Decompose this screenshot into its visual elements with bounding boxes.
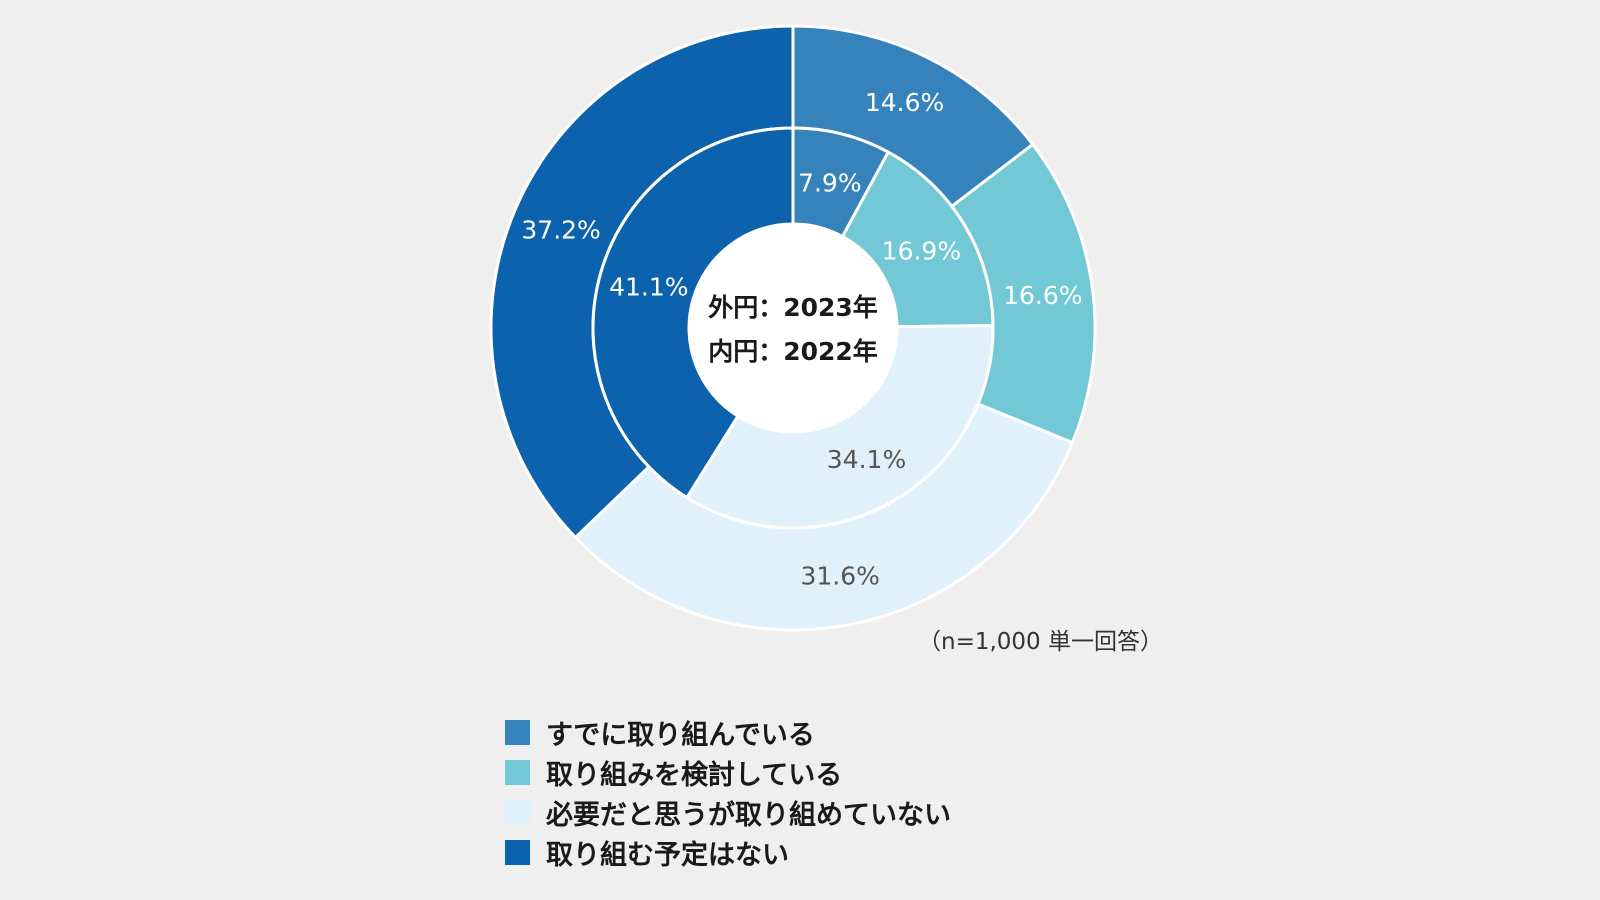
inner-slice-label: 41.1% (609, 273, 688, 302)
inner-ring-2022 (591, 126, 995, 530)
center-label-outer: 外円：2023年 (708, 293, 878, 322)
sample-note: （n=1,000 単一回答） (918, 629, 1164, 655)
legend: すでに取り組んでいる 取り組みを検討している 必要だと思うが取り組めていない 取… (505, 712, 951, 872)
legend-swatch (505, 799, 530, 825)
legend-item: すでに取り組んでいる (505, 712, 951, 752)
legend-swatch (505, 759, 530, 785)
legend-swatch (505, 719, 530, 745)
center-label-inner: 内円：2022年 (708, 337, 878, 366)
inner-slice-label: 16.9% (882, 236, 961, 265)
legend-label: 取り組みを検討している (546, 759, 843, 791)
outer-slice-label: 31.6% (801, 562, 880, 591)
legend-item: 取り組む予定はない (505, 832, 951, 872)
legend-label: 必要だと思うが取り組めていない (546, 799, 951, 831)
legend-swatch (505, 839, 530, 865)
legend-item: 必要だと思うが取り組めていない (505, 792, 951, 832)
slice-labels: 14.6% 16.6% 31.6% 37.2% 7.9% 16.9% 34.1% 41.1% (521, 88, 1082, 590)
outer-slice-label: 37.2% (521, 215, 600, 244)
center-hole (689, 224, 897, 432)
inner-slice-label: 7.9% (798, 169, 862, 198)
outer-ring-2023 (489, 24, 1097, 632)
outer-slice-label: 16.6% (1003, 281, 1082, 310)
legend-label: 取り組む予定はない (546, 839, 789, 871)
outer-slice-label: 14.6% (865, 88, 944, 117)
legend-item: 取り組みを検討している (505, 752, 951, 792)
inner-slice-label: 34.1% (827, 445, 906, 474)
legend-label: すでに取り組んでいる (546, 719, 815, 751)
